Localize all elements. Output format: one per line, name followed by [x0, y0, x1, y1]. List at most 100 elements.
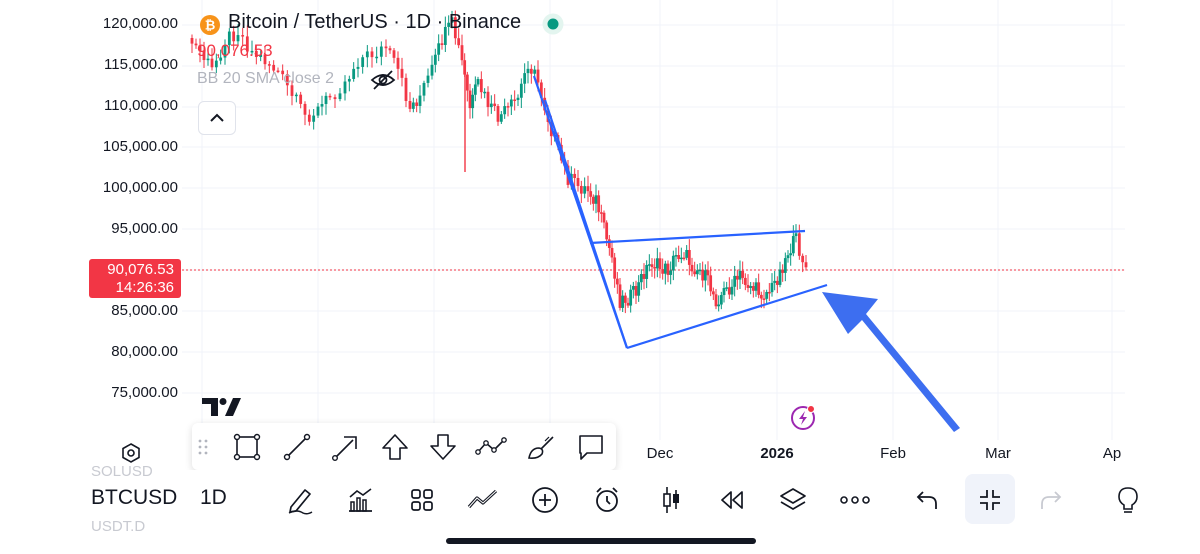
- add-icon[interactable]: [525, 478, 565, 522]
- candle-body: [426, 75, 430, 83]
- wedge-resistance-line: [589, 229, 806, 245]
- chart-canvas[interactable]: [0, 0, 1200, 470]
- candle-body: [762, 298, 766, 300]
- candle-body: [576, 177, 580, 186]
- eye-slash-icon[interactable]: [370, 68, 396, 92]
- candle-body: [245, 36, 249, 52]
- symbol-next[interactable]: USDT.D: [91, 518, 146, 535]
- candle-body: [509, 99, 513, 107]
- candle-body: [645, 264, 649, 279]
- home-indicator: [446, 538, 756, 544]
- candle-body: [506, 106, 510, 108]
- candle-body: [533, 69, 537, 74]
- symbol-selector[interactable]: BTCUSD: [91, 486, 178, 509]
- candle-body: [671, 255, 675, 271]
- price-tick: 80,000.00: [111, 343, 178, 360]
- candle-body: [214, 60, 218, 68]
- indicator-legend[interactable]: BB 20 SMA close 2: [197, 70, 334, 87]
- pencil-icon[interactable]: [280, 478, 320, 522]
- candle-body: [743, 277, 747, 285]
- compare-icon[interactable]: [463, 478, 503, 522]
- collapse-legend-button[interactable]: [198, 101, 236, 135]
- candle-body: [658, 258, 662, 270]
- candle-body: [411, 102, 415, 109]
- settings-hexagon-icon[interactable]: [120, 442, 142, 464]
- candle-body: [281, 70, 285, 75]
- replay-icon[interactable]: [712, 478, 752, 522]
- drag-handle-icon[interactable]: [192, 430, 214, 464]
- lightning-icon[interactable]: [789, 403, 819, 433]
- candle-body: [210, 58, 214, 68]
- candle-body: [637, 282, 641, 296]
- candle-body: [695, 270, 699, 275]
- candle-body: [468, 90, 472, 109]
- lightbulb-icon[interactable]: [1108, 478, 1148, 522]
- candle-body: [591, 196, 595, 204]
- interval-selector[interactable]: 1D: [200, 486, 227, 509]
- candle-body: [714, 294, 718, 307]
- rectangle-tool-icon[interactable]: [230, 430, 264, 464]
- candle-body: [473, 84, 477, 95]
- candle-body: [443, 26, 447, 45]
- brush-tool-icon[interactable]: [524, 430, 558, 464]
- chart-type-icon[interactable]: [651, 478, 691, 522]
- arrow-mark-up-icon[interactable]: [378, 430, 412, 464]
- candle-body: [379, 46, 383, 57]
- candle-body: [415, 102, 419, 106]
- candle-body: [465, 74, 469, 91]
- candle-body: [392, 50, 396, 58]
- price-tick: 100,000.00: [102, 179, 178, 196]
- candle-body: [206, 58, 210, 61]
- undo-icon[interactable]: [907, 478, 947, 522]
- candle-body: [433, 54, 437, 65]
- candle-body: [613, 257, 617, 279]
- price-tick: 75,000.00: [111, 384, 178, 401]
- candle-body: [404, 77, 408, 101]
- candle-body: [804, 262, 808, 268]
- time-tick: Feb: [880, 445, 906, 462]
- templates-icon[interactable]: [402, 478, 442, 522]
- candle-body: [639, 274, 643, 283]
- collapse-button-bg[interactable]: [965, 474, 1015, 524]
- symbol-previous[interactable]: SOLUSD: [91, 463, 153, 480]
- candle-body: [794, 233, 798, 237]
- candle-body: [241, 35, 245, 37]
- candle-body: [227, 31, 231, 46]
- callout-tool-icon[interactable]: [574, 430, 608, 464]
- candle-body: [599, 212, 603, 214]
- candlestick-series: [190, 10, 808, 314]
- candle-body: [338, 93, 342, 100]
- arrow-mark-down-icon[interactable]: [426, 430, 460, 464]
- time-tick: 2026: [760, 445, 794, 462]
- layers-icon[interactable]: [773, 478, 813, 522]
- candle-body: [523, 73, 527, 84]
- arrow-tool-icon[interactable]: [329, 430, 363, 464]
- candle-body: [328, 95, 332, 98]
- candle-body: [437, 43, 441, 55]
- candle-body: [770, 282, 774, 293]
- candle-body: [384, 46, 388, 49]
- price-tick: 115,000.00: [104, 56, 178, 73]
- candle-body: [290, 85, 294, 96]
- redo-icon[interactable]: [1031, 478, 1071, 522]
- candle-body: [597, 195, 601, 213]
- collapse-icon[interactable]: [970, 478, 1010, 522]
- price-tick: 110,000.00: [104, 97, 178, 114]
- more-icon[interactable]: [835, 478, 875, 522]
- market-status-icon[interactable]: [541, 12, 565, 36]
- trend-line-tool-icon[interactable]: [280, 430, 314, 464]
- candle-body: [388, 48, 392, 51]
- alert-icon[interactable]: [587, 478, 627, 522]
- candle-body: [457, 38, 461, 46]
- candle-body: [775, 280, 779, 285]
- candle-body: [791, 236, 795, 254]
- symbol-title[interactable]: Bitcoin / TetherUS · 1D · Binance: [228, 11, 522, 33]
- path-tool-icon[interactable]: [475, 430, 509, 464]
- candle-body: [738, 270, 742, 280]
- candle-body: [801, 255, 805, 263]
- candle-body: [663, 263, 667, 274]
- candle-body: [352, 68, 356, 79]
- candle-body: [634, 286, 638, 296]
- indicators-icon[interactable]: [340, 478, 380, 522]
- candle-body: [661, 269, 665, 274]
